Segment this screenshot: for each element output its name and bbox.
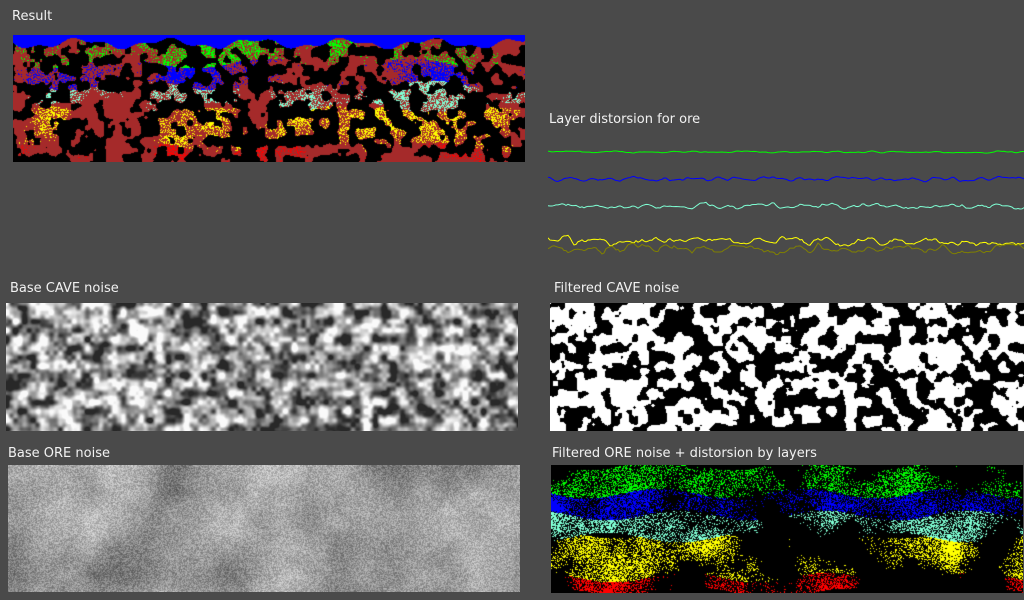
distortion-line-3 [548, 201, 1024, 210]
result-image [13, 35, 525, 162]
base-cave-noise-image [6, 303, 518, 431]
base-ore-noise-label: Base ORE noise [8, 446, 110, 461]
distortion-line-2 [548, 175, 1024, 183]
filtered-cave-noise-label: Filtered CAVE noise [554, 281, 680, 296]
distortion-line-1 [548, 150, 1024, 154]
base-ore-noise-image [8, 465, 520, 592]
result-label: Result [12, 9, 53, 24]
base-cave-noise-label: Base CAVE noise [10, 281, 119, 296]
filtered-ore-noise-label: Filtered ORE noise + distorsion by layer… [552, 446, 817, 461]
filtered-cave-noise-image [550, 303, 1024, 431]
distortion-line-5 [548, 242, 1024, 256]
layer-distortion-graph [548, 150, 1024, 256]
layer-distortion-label: Layer distorsion for ore [549, 112, 701, 127]
filtered-ore-noise-image [551, 465, 1023, 593]
distortion-line-4 [548, 234, 1024, 247]
